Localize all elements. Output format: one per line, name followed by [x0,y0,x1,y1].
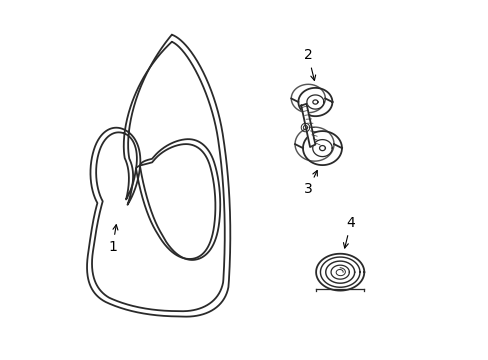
Text: 2: 2 [304,49,315,80]
Polygon shape [301,104,315,147]
Text: 4: 4 [343,216,354,248]
Text: 1: 1 [108,225,118,254]
Text: 3: 3 [304,171,317,197]
